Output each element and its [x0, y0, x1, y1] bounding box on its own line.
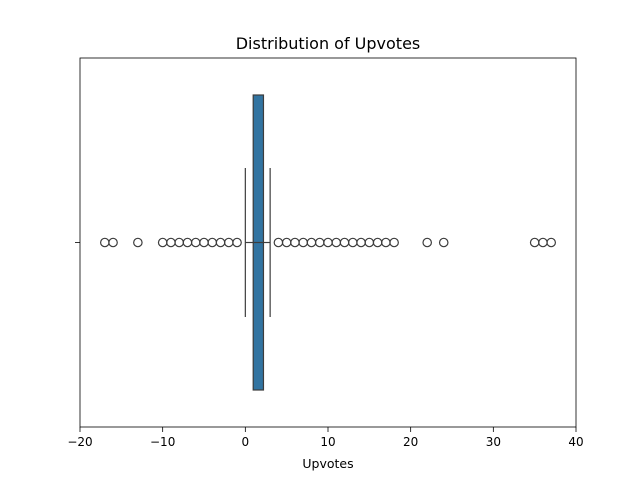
outlier-point	[166, 237, 176, 248]
outlier-point	[306, 237, 317, 248]
x-axis-ticks: −20 −10 0 10 20 30 40	[67, 427, 584, 449]
outlier-point	[381, 237, 391, 248]
outlier-point	[199, 237, 209, 248]
outlier-point	[298, 237, 308, 248]
box	[252, 94, 265, 391]
plot-frame	[79, 57, 577, 428]
chart-title: Distribution of Upvotes	[236, 34, 421, 53]
outlier-point	[215, 237, 226, 248]
outlier-point	[108, 237, 118, 248]
x-tick-label: −20	[67, 435, 92, 449]
x-axis-label: Upvotes	[302, 456, 353, 471]
outlier-point	[356, 237, 366, 248]
outlier-point	[339, 237, 350, 248]
outlier-point	[347, 237, 358, 248]
x-tick-label: 30	[486, 435, 501, 449]
outlier-point	[389, 237, 399, 248]
outlier-point	[372, 237, 383, 248]
outlier-point	[281, 237, 292, 248]
outlier-point	[182, 237, 193, 248]
outlier-point	[232, 237, 242, 248]
x-tick-label: 10	[320, 435, 335, 449]
x-tick-label: 0	[242, 435, 250, 449]
outlier-point	[422, 237, 432, 248]
outlier-point	[438, 237, 449, 248]
outlier-point	[273, 237, 284, 248]
outlier-point	[323, 237, 333, 248]
outlier-point	[157, 237, 168, 248]
outlier-point	[331, 237, 342, 248]
outlier-point	[529, 237, 540, 248]
outlier-point	[538, 237, 548, 248]
outlier-point	[290, 237, 300, 248]
x-tick-label: −10	[150, 435, 175, 449]
outlier-point	[190, 237, 201, 248]
outlier-point	[314, 237, 325, 248]
outlier-point	[207, 237, 218, 248]
outlier-point	[133, 237, 143, 248]
outlier-point	[546, 237, 556, 248]
outlier-point	[224, 237, 234, 248]
outlier-point	[364, 237, 375, 248]
x-tick-label: 40	[568, 435, 583, 449]
outliers	[100, 237, 556, 248]
x-tick-label: 20	[403, 435, 418, 449]
outlier-point	[174, 237, 184, 248]
outlier-point	[100, 237, 110, 248]
